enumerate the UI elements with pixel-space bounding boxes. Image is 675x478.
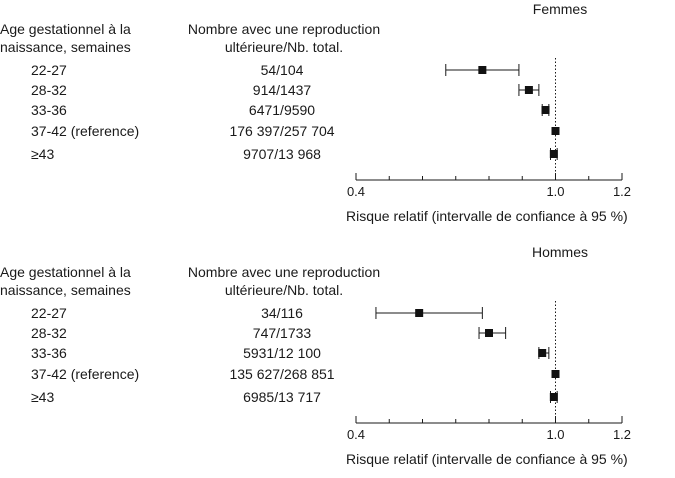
x-tick-label: 1.0 bbox=[546, 184, 564, 199]
x-tick-label: 1.2 bbox=[613, 427, 631, 442]
point-estimate bbox=[541, 106, 550, 114]
header-count-line2: ultérieure/Nb. total. bbox=[224, 282, 344, 298]
point-estimate bbox=[538, 349, 547, 357]
row-age-label: ≥43 bbox=[31, 146, 55, 162]
x-axis-label: Risque relatif (intervalle de confiance … bbox=[346, 208, 628, 224]
x-tick-label: 0.4 bbox=[347, 427, 365, 442]
row-count-label: 6471/9590 bbox=[248, 102, 316, 118]
row-count-label: 54/104 bbox=[260, 62, 304, 78]
row-count-label: 135 627/268 851 bbox=[229, 366, 335, 382]
row-age-label: 33-36 bbox=[31, 102, 67, 118]
panel-title: Femmes bbox=[532, 1, 588, 17]
point-estimate bbox=[485, 329, 493, 337]
x-axis-label: Risque relatif (intervalle de confiance … bbox=[346, 451, 628, 467]
point-estimate bbox=[551, 370, 560, 378]
x-tick-label: 1.2 bbox=[613, 184, 631, 199]
forest-plot-area: 0.4 1.0 1.2 bbox=[347, 301, 631, 442]
point-estimate bbox=[524, 86, 533, 94]
point-estimate bbox=[549, 150, 558, 158]
x-tick-label: 1.0 bbox=[546, 427, 564, 442]
row-age-label: 37-42 (reference) bbox=[31, 123, 140, 139]
header-count-line1: Nombre avec une reproduction bbox=[187, 264, 381, 280]
row-count-label: 5931/12 100 bbox=[243, 345, 321, 361]
row-count-label: 9707/13 968 bbox=[243, 146, 321, 162]
point-estimate bbox=[478, 66, 487, 74]
forest-panel-femmes: Femmes Age gestationnel à la naissance, … bbox=[0, 0, 675, 235]
header-age-line2: naissance, semaines bbox=[0, 39, 131, 55]
row-age-label: 28-32 bbox=[31, 325, 67, 341]
row-count-label: 34/116 bbox=[261, 305, 303, 321]
row-age-label: ≥43 bbox=[31, 389, 55, 405]
header-count-line1: Nombre avec une reproduction bbox=[187, 21, 381, 37]
row-age-label: 33-36 bbox=[31, 345, 67, 361]
header-count-line2: ultérieure/Nb. total. bbox=[224, 39, 344, 55]
row-age-label: 28-32 bbox=[31, 82, 67, 98]
row-age-label: 37-42 (reference) bbox=[31, 366, 140, 382]
row-count-label: 747/1733 bbox=[252, 325, 312, 341]
forest-plot-area: 0.4 1.0 1.2 bbox=[347, 58, 631, 199]
point-estimate bbox=[415, 309, 424, 317]
point-estimate bbox=[549, 393, 558, 401]
header-age-line2: naissance, semaines bbox=[0, 282, 131, 298]
x-tick-label: 0.4 bbox=[347, 184, 365, 199]
header-age-line1: Age gestationnel à la bbox=[0, 264, 131, 280]
row-count-label: 6985/13 717 bbox=[243, 389, 321, 405]
row-age-label: 22-27 bbox=[31, 62, 67, 78]
row-count-label: 914/1437 bbox=[252, 82, 312, 98]
row-count-label: 176 397/257 704 bbox=[229, 123, 335, 139]
panel-title: Hommes bbox=[531, 244, 589, 260]
row-age-label: 22-27 bbox=[31, 305, 67, 321]
header-age-line1: Age gestationnel à la bbox=[0, 21, 131, 37]
point-estimate bbox=[551, 127, 560, 135]
forest-panel-hommes: Hommes Age gestationnel à la naissance, … bbox=[0, 243, 675, 478]
